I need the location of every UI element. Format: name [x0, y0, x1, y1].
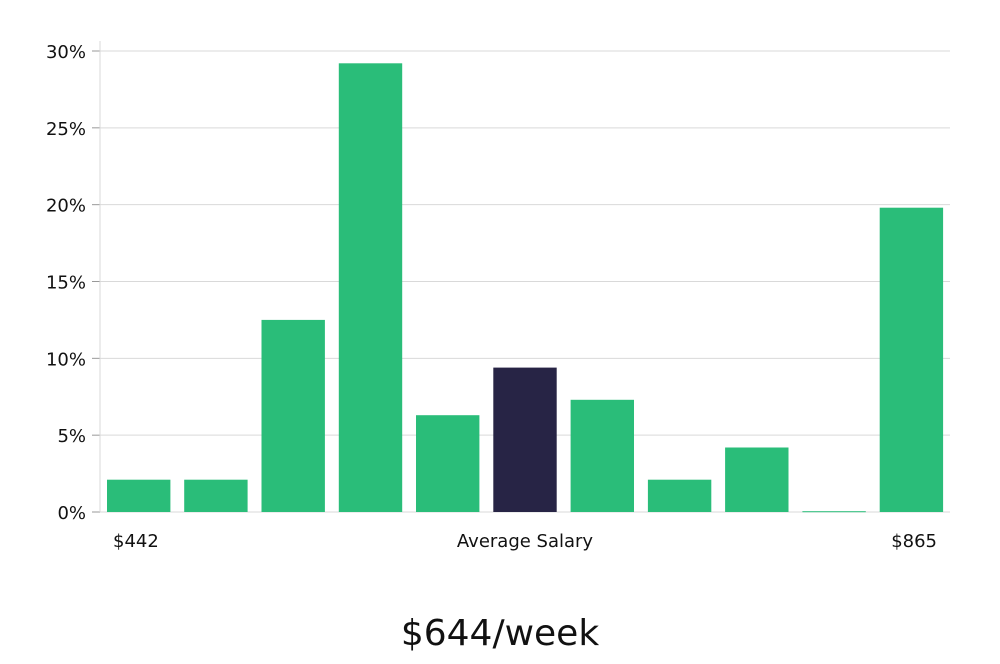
x-label-max: $865 [891, 531, 937, 552]
y-tick-label: 5% [57, 426, 86, 447]
bar [725, 447, 789, 512]
y-tick-label: 30% [46, 42, 86, 63]
bar-average [493, 367, 557, 512]
x-label-min: $442 [113, 531, 159, 552]
y-tick-label: 20% [46, 196, 86, 217]
bar [802, 511, 866, 513]
bar [107, 479, 171, 512]
y-tick-label: 0% [57, 503, 86, 524]
bar [261, 319, 325, 512]
bar [570, 399, 634, 512]
y-axis-ticks: 0% 5% 10% 15% 20% 25% 30% [46, 42, 100, 524]
bar [879, 207, 944, 512]
bar [416, 415, 480, 512]
grid-lines [100, 50, 950, 513]
bar [338, 63, 403, 513]
bar [647, 479, 712, 512]
average-salary-caption: $644/week [400, 613, 600, 654]
bar [184, 479, 248, 512]
bars [107, 63, 944, 513]
y-tick-label: 10% [46, 349, 86, 370]
x-label-center: Average Salary [457, 531, 594, 552]
y-tick-label: 15% [46, 273, 86, 294]
y-tick-label: 25% [46, 119, 86, 140]
